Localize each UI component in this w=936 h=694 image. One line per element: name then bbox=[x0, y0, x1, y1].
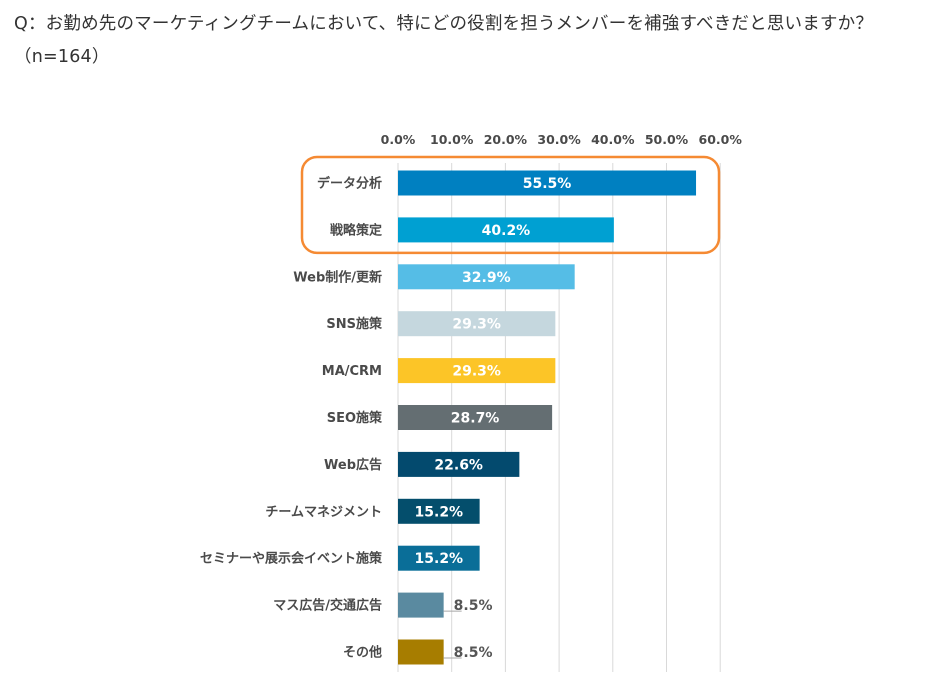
category-label: Web制作/更新 bbox=[293, 269, 382, 285]
bar bbox=[398, 592, 444, 618]
bar bbox=[398, 217, 614, 243]
value-label: 29.3% bbox=[452, 364, 501, 380]
bar bbox=[398, 451, 520, 477]
bar bbox=[398, 498, 480, 524]
value-label: 8.5% bbox=[454, 598, 493, 614]
x-tick-label: 20.0% bbox=[484, 132, 528, 147]
highlight-box bbox=[300, 155, 721, 255]
bar bbox=[398, 405, 553, 430]
bar bbox=[398, 639, 444, 665]
x-tick-label: 60.0% bbox=[699, 132, 743, 147]
value-label: 29.3% bbox=[452, 317, 501, 333]
category-label: Web広告 bbox=[324, 457, 382, 473]
category-label: データ分析 bbox=[317, 176, 382, 192]
bar bbox=[398, 358, 556, 384]
value-label: 22.6% bbox=[434, 457, 483, 473]
value-label: 8.5% bbox=[454, 645, 493, 661]
value-label: 28.7% bbox=[451, 411, 500, 427]
bar bbox=[398, 170, 697, 196]
category-label: MA/CRM bbox=[322, 364, 382, 379]
value-label: 55.5% bbox=[523, 176, 572, 192]
category-label: SNS施策 bbox=[326, 316, 383, 332]
value-label: 15.2% bbox=[415, 551, 464, 567]
value-label: 40.2% bbox=[482, 223, 531, 239]
x-tick-label: 40.0% bbox=[591, 132, 635, 147]
x-axis-ticks: 0.0% 10.0% 20.0% 30.0% 40.0% 50.0% 60.0% bbox=[381, 132, 743, 147]
question-text: Q：お勤め先のマーケティングチームにおいて、特にどの役割を担うメンバーを補強すべ… bbox=[14, 14, 874, 67]
value-label: 15.2% bbox=[415, 504, 464, 520]
x-tick-label: 0.0% bbox=[381, 132, 416, 147]
category-label: セミナーや展示会イベント施策 bbox=[200, 551, 383, 567]
bar bbox=[398, 264, 575, 290]
category-label: その他 bbox=[343, 645, 382, 661]
category-label: チームマネジメント bbox=[265, 505, 382, 520]
x-tick-label: 30.0% bbox=[537, 132, 581, 147]
x-tick-label: 50.0% bbox=[645, 132, 689, 147]
x-tick-label: 10.0% bbox=[430, 132, 474, 147]
bar bbox=[398, 545, 480, 571]
value-label: 32.9% bbox=[462, 270, 511, 286]
value-labels: 55.5% 40.2% 32.9% 29.3% 29.3% 28.7% 22.6% 15.2%… bbox=[415, 176, 572, 661]
category-label: マス広告/交通広告 bbox=[273, 598, 382, 614]
gridlines bbox=[397, 163, 721, 672]
bars bbox=[398, 170, 697, 665]
bar bbox=[398, 311, 556, 337]
category-label: 戦略策定 bbox=[330, 222, 382, 238]
category-label: SEO施策 bbox=[327, 410, 383, 426]
